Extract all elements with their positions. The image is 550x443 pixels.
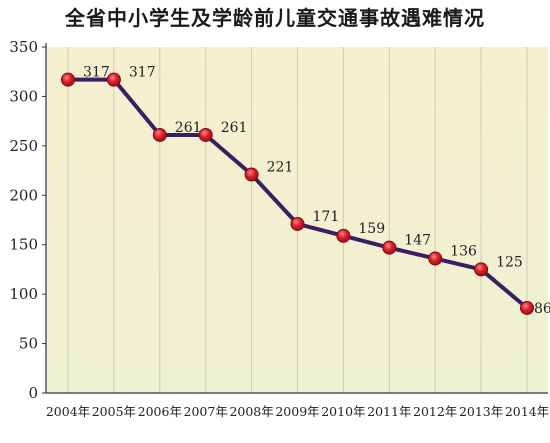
y-tick-label: 250 bbox=[9, 137, 38, 155]
axes bbox=[45, 43, 548, 394]
y-tick-label: 350 bbox=[9, 38, 38, 56]
data-point bbox=[106, 72, 121, 87]
y-tick-label: 150 bbox=[9, 236, 38, 254]
data-point bbox=[61, 72, 75, 87]
data-label: 171 bbox=[313, 209, 340, 225]
data-point bbox=[152, 127, 167, 142]
y-tick-label: 200 bbox=[9, 186, 38, 204]
data-point bbox=[474, 262, 489, 277]
data-point bbox=[290, 216, 305, 231]
data-point bbox=[198, 127, 213, 142]
data-point bbox=[244, 167, 259, 182]
x-tick-label: 2014年 bbox=[505, 404, 549, 419]
chart-title: 全省中小学生及学龄前儿童交通事故遇难情况 bbox=[65, 6, 485, 30]
y-tick-label: 50 bbox=[19, 335, 38, 353]
data-label: 221 bbox=[267, 160, 294, 176]
data-point bbox=[428, 251, 443, 266]
data-label: 159 bbox=[358, 221, 385, 237]
data-label: 261 bbox=[175, 120, 202, 136]
y-tick-label: 0 bbox=[28, 384, 38, 402]
x-axis-ticks: 2004年 2005年 2006年 2007年 2008年 2009年 2010年 2011年… bbox=[46, 404, 549, 419]
y-tick-label: 300 bbox=[9, 87, 38, 105]
x-tick-label: 2013年 bbox=[459, 404, 503, 419]
y-tick-label: 100 bbox=[9, 285, 38, 303]
data-label: 136 bbox=[450, 244, 477, 260]
x-tick-label: 2010年 bbox=[321, 404, 365, 419]
x-tick-label: 2007年 bbox=[184, 404, 228, 419]
data-label: 86 bbox=[534, 301, 550, 317]
y-axis-ticks: 0 50 100 150 200 250 300 350 bbox=[9, 38, 46, 402]
x-tick-label: 2012年 bbox=[413, 404, 457, 419]
data-point bbox=[520, 300, 534, 315]
data-points bbox=[61, 72, 534, 315]
data-label: 147 bbox=[404, 233, 431, 249]
data-point bbox=[382, 240, 397, 255]
data-point bbox=[336, 228, 351, 243]
data-label: 125 bbox=[496, 254, 523, 270]
data-label: 317 bbox=[83, 65, 110, 81]
data-label: 317 bbox=[129, 65, 156, 81]
x-tick-label: 2005年 bbox=[92, 404, 136, 419]
data-labels: 317 317 261 261 221 171 159 147 136 125 86 bbox=[83, 65, 550, 317]
x-tick-label: 2011年 bbox=[367, 404, 411, 419]
x-tick-label: 2004年 bbox=[46, 404, 90, 419]
data-label: 261 bbox=[221, 120, 248, 136]
x-tick-label: 2008年 bbox=[229, 404, 273, 419]
x-tick-label: 2009年 bbox=[275, 404, 319, 419]
x-tick-label: 2006年 bbox=[138, 404, 182, 419]
grid-lines bbox=[67, 47, 528, 393]
